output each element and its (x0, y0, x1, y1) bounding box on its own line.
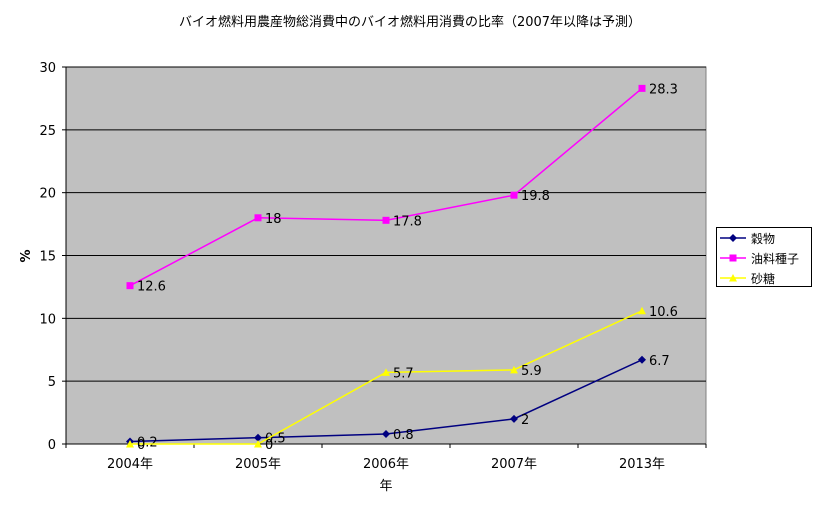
data-label-s0-4: 6.7 (649, 354, 670, 369)
chart-title: バイオ燃料用農産物総消費中のバイオ燃料用消費の比率（2007年以降は予測） (179, 14, 641, 30)
data-point-s0-4 (638, 355, 646, 364)
data-label-s1-0: 12.6 (137, 280, 166, 295)
x-tick-label-1: 2005年 (235, 457, 281, 472)
y-tick-label-5: 5 (48, 375, 56, 390)
data-label-s0-1: 0.5 (265, 432, 286, 447)
y-tick-label-0: 0 (48, 438, 56, 453)
x-tick-label-3: 2007年 (491, 457, 537, 472)
legend-label-grain: 穀物 (751, 231, 776, 246)
data-label-s0-0: 0.2 (137, 435, 158, 450)
data-point-s1-1 (254, 214, 262, 222)
data-point-s2-0 (126, 440, 134, 448)
data-point-s0-3 (510, 414, 518, 423)
data-label-s2-0: 0 (137, 438, 145, 453)
legend-label-sugar: 砂糖 (751, 271, 776, 286)
data-point-s1-4 (638, 84, 646, 92)
y-tick-label-10: 10 (39, 312, 56, 327)
data-label-s2-4: 10.6 (649, 305, 678, 320)
legend-label-oilseed: 油料種子 (751, 251, 800, 266)
data-point-s2-3 (510, 365, 518, 374)
data-point-s1-2 (382, 216, 390, 224)
y-tick-label-15: 15 (39, 250, 56, 265)
y-tick-label-20: 20 (39, 187, 56, 202)
data-label-s2-2: 5.7 (393, 366, 414, 381)
data-label-s0-3: 2 (521, 413, 529, 428)
legend-item-grain: 穀物 (717, 228, 811, 248)
x-tick-label-4: 2013年 (619, 457, 665, 472)
data-point-s1-0 (126, 282, 134, 290)
data-point-s0-2 (382, 429, 390, 438)
data-label-s1-2: 17.8 (393, 214, 422, 229)
x-tick-label-0: 2004年 (107, 457, 153, 472)
chart-legend: 穀物 油料種子 砂糖 (716, 227, 812, 287)
data-point-s2-2 (382, 368, 390, 376)
legend-item-sugar: 砂糖 (717, 268, 811, 288)
legend-diamond-marker-icon (720, 232, 746, 244)
data-point-s1-3 (510, 191, 518, 199)
data-label-s2-1: 0 (265, 438, 273, 453)
data-label-s1-4: 28.3 (649, 82, 678, 97)
data-point-s0-1 (254, 433, 262, 442)
x-tick-label-2: 2006年 (363, 457, 409, 472)
y-axis-title: % (19, 249, 34, 262)
legend-item-oilseed: 油料種子 (717, 248, 811, 268)
data-label-s2-3: 5.9 (521, 364, 542, 379)
legend-square-marker-icon (720, 252, 746, 264)
data-label-s1-3: 19.8 (521, 189, 550, 204)
data-point-s2-4 (638, 306, 646, 315)
y-tick-label-30: 30 (39, 61, 56, 76)
data-point-s2-1 (254, 440, 262, 448)
data-label-s1-1: 18 (265, 212, 282, 227)
y-tick-label-25: 25 (39, 124, 56, 139)
legend-triangle-marker-icon (720, 272, 746, 284)
x-axis-title: 年 (379, 479, 392, 494)
data-label-s0-2: 0.8 (393, 428, 414, 443)
